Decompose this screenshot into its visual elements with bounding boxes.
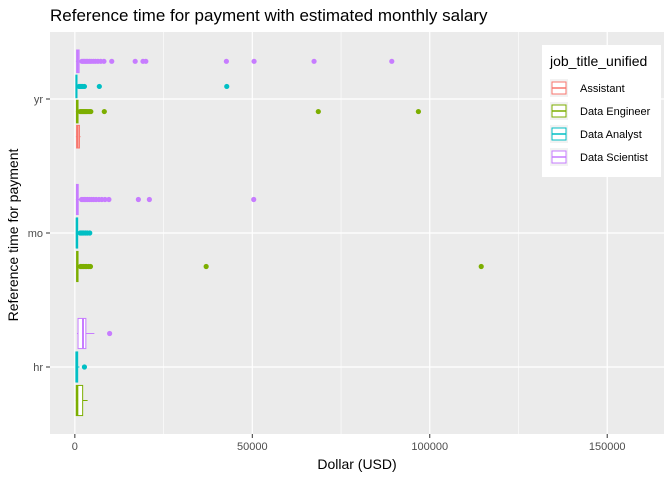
outlier-point: [143, 58, 149, 64]
legend: job_title_unified Assistant Data Engineer…: [542, 45, 661, 177]
outlier-point: [106, 196, 112, 203]
box-mo-data-scientist: [75, 183, 257, 216]
x-tick-label: 150000: [589, 441, 626, 453]
outlier-point: [87, 230, 93, 236]
y-tick-label: mo: [28, 228, 43, 240]
outlier-point: [223, 58, 229, 64]
legend-item-data-scientist: Data Scientist: [550, 148, 648, 166]
outlier-point: [415, 108, 421, 115]
outlier-point: [389, 58, 395, 64]
legend-label: Assistant: [580, 83, 625, 95]
box-yr-data-engineer: [75, 99, 421, 124]
outlier-point: [87, 263, 94, 270]
box-hr-data-scientist: [76, 317, 113, 350]
outlier-point: [88, 108, 94, 115]
outlier-point: [132, 58, 138, 64]
outlier-point: [81, 83, 88, 90]
gridlines: [50, 32, 664, 434]
box-yr-data-analyst: [75, 74, 230, 99]
y-axis-ticks: hr mo yr: [28, 94, 50, 374]
box-mo-data-analyst: [75, 217, 93, 249]
outlier-point: [315, 108, 321, 115]
outlier-point: [224, 83, 230, 90]
outlier-point: [251, 58, 257, 64]
outlier-point: [146, 196, 152, 203]
outlier-point: [81, 364, 88, 370]
box-mo-data-engineer: [76, 250, 484, 283]
y-tick-label: yr: [34, 94, 44, 106]
outlier-point: [135, 196, 141, 203]
outlier-point: [203, 263, 209, 270]
x-tick-label: 0: [72, 441, 78, 453]
box-yr-assistant: [75, 124, 81, 149]
outlier-point: [109, 58, 115, 64]
outlier-point: [96, 83, 102, 90]
legend-items: Assistant Data Engineer Data Analyst Data S…: [550, 79, 651, 166]
legend-item-assistant: Assistant: [550, 79, 625, 97]
outlier-point: [251, 196, 257, 203]
box-hr-data-engineer: [75, 384, 88, 417]
x-axis-ticks: 0 50000 100000 150000: [72, 434, 626, 453]
outlier-point: [102, 196, 108, 203]
box-series: [75, 49, 484, 417]
outlier-point: [101, 58, 107, 64]
outlier-point: [311, 58, 317, 64]
legend-label: Data Engineer: [580, 106, 651, 118]
outlier-point: [101, 108, 107, 115]
legend-item-data-engineer: Data Engineer: [550, 102, 651, 120]
y-tick-label: hr: [33, 362, 43, 374]
legend-title: job_title_unified: [549, 53, 647, 69]
box-hr-data-analyst: [75, 351, 88, 383]
legend-label: Data Analyst: [580, 129, 642, 141]
box-yr-data-scientist: [75, 49, 395, 74]
legend-item-data-analyst: Data Analyst: [550, 125, 642, 143]
x-tick-label: 100000: [411, 441, 448, 453]
outlier-point: [478, 263, 484, 270]
x-axis-title: Dollar (USD): [317, 456, 396, 472]
outlier-point: [107, 330, 113, 337]
chart-title: Reference time for payment with estimate…: [50, 6, 488, 25]
x-tick-label: 50000: [237, 441, 268, 453]
y-axis-title: Reference time for payment: [5, 149, 21, 322]
box-iqr: [77, 317, 87, 350]
legend-label: Data Scientist: [580, 152, 648, 164]
box-iqr: [75, 384, 84, 417]
